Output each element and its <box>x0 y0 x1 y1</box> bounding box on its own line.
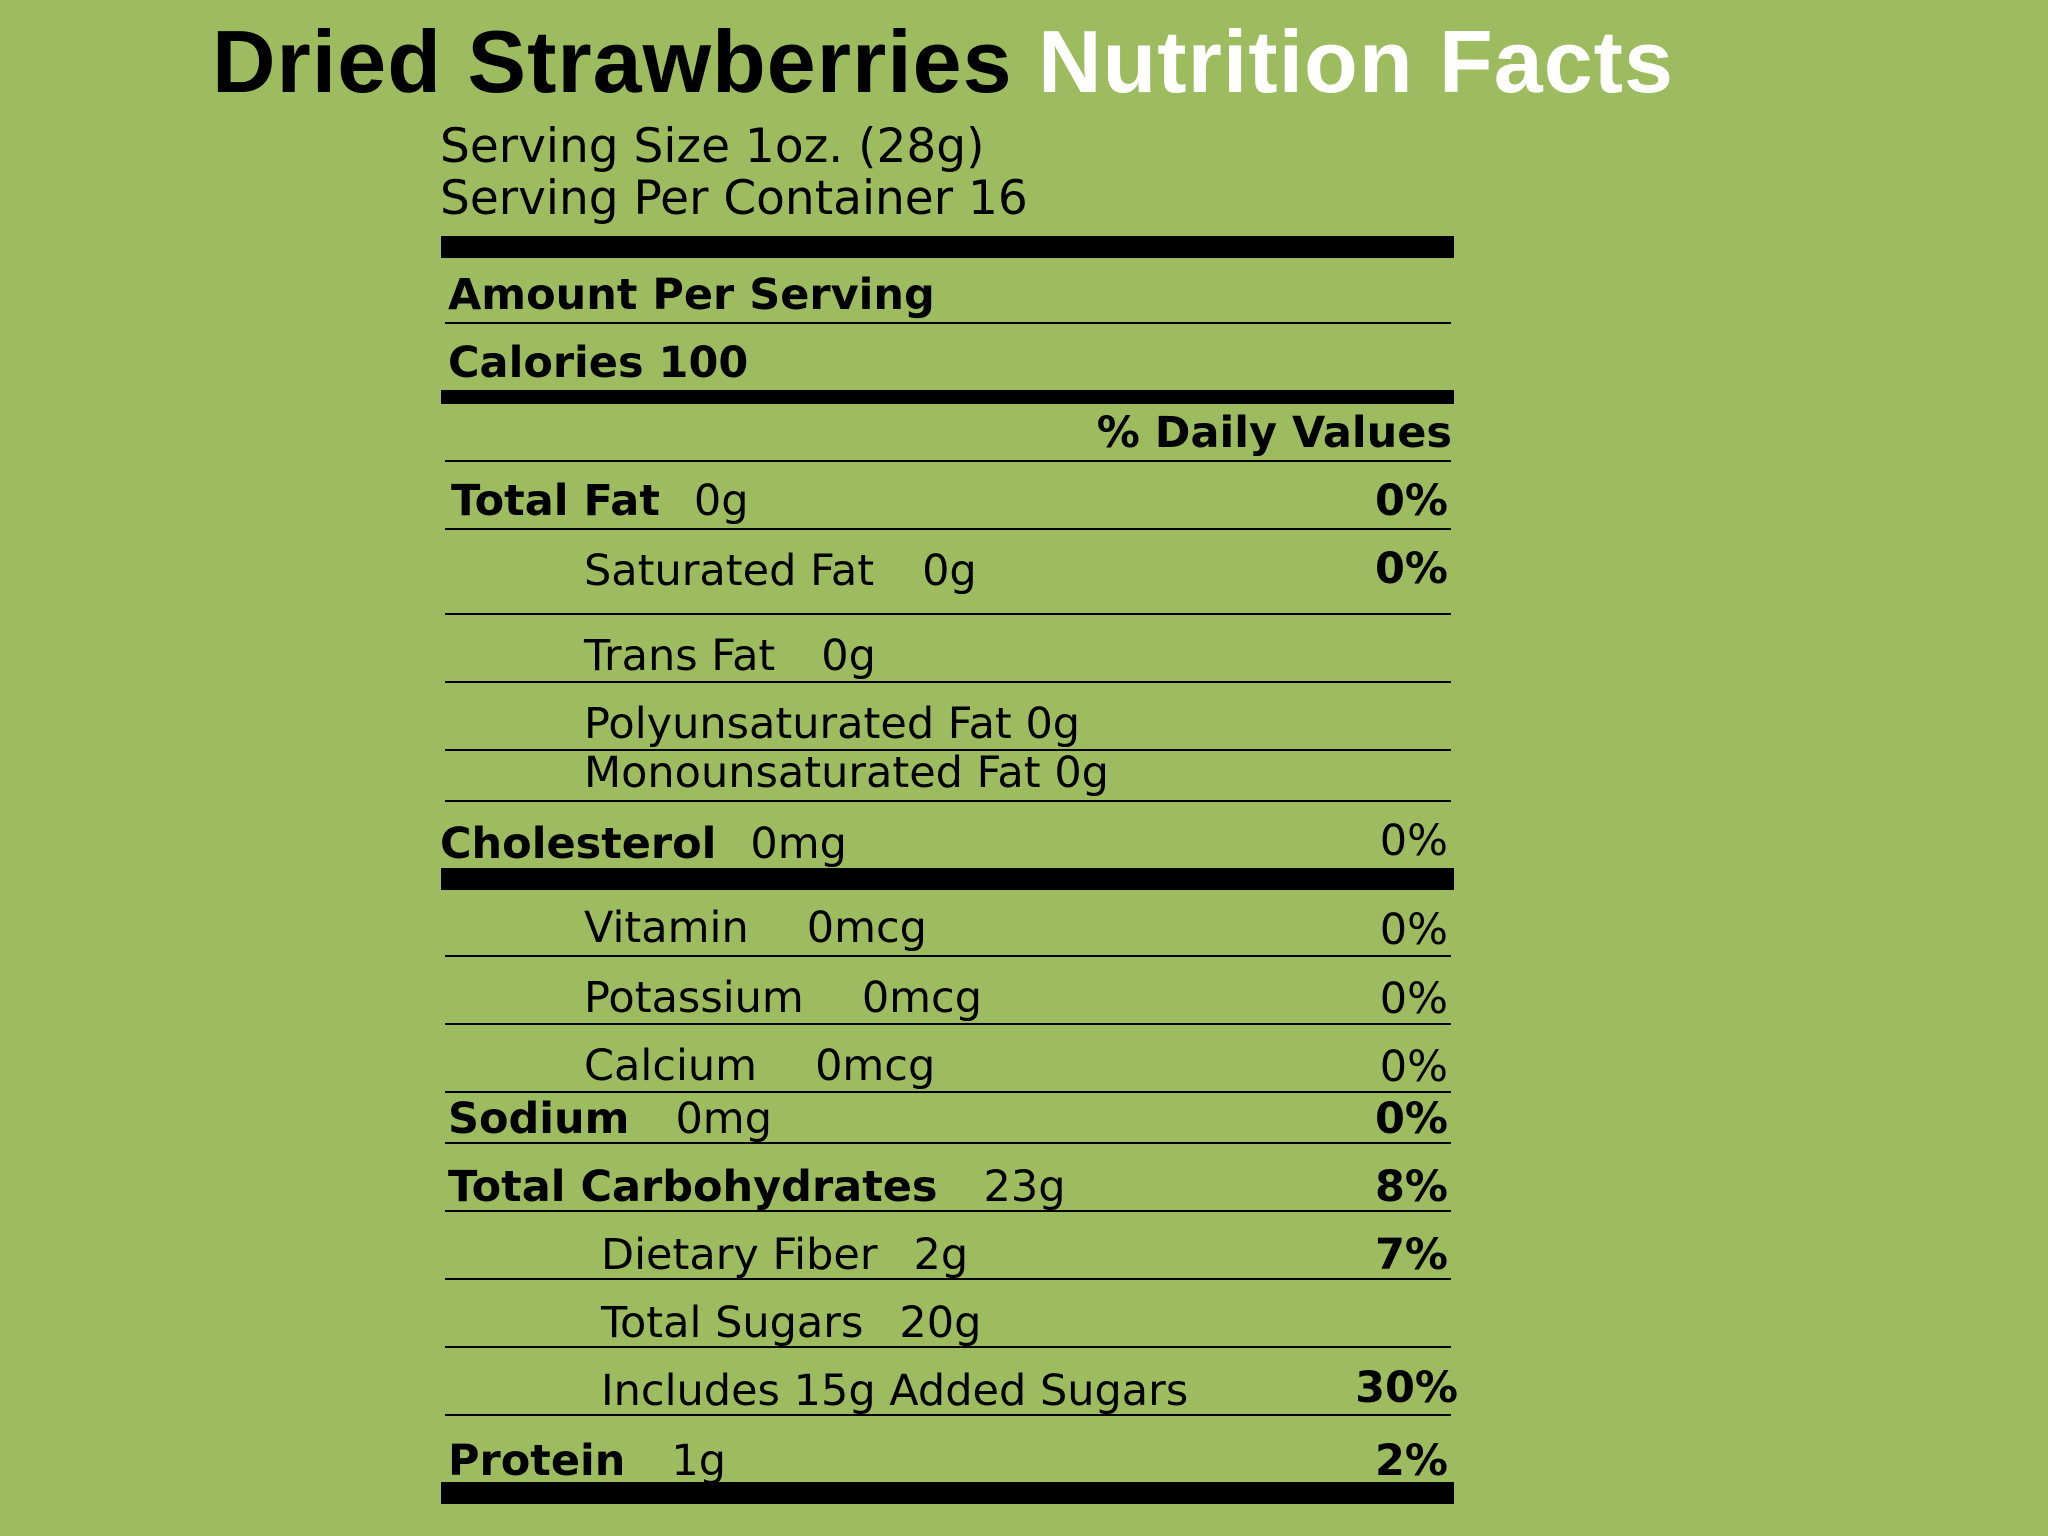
monounsaturated-fat-row: Monounsaturated Fat 0g <box>584 748 1109 798</box>
added-sugars-row: Includes 15g Added Sugars <box>601 1366 1189 1416</box>
total-fat-label: Total Fat <box>451 476 660 526</box>
vitamin-row: Vitamin 0mcg <box>584 907 927 950</box>
divider-line <box>445 749 1451 751</box>
thick-divider-top <box>441 236 1454 258</box>
sodium-amount: 0mg <box>675 1094 772 1144</box>
total-fat-amount: 0g <box>693 476 749 526</box>
total-carbohydrates-dv: 8% <box>1374 1162 1448 1212</box>
cholesterol-amount: 0mg <box>750 819 847 869</box>
calcium-dv: 0% <box>1379 1042 1448 1092</box>
potassium-amount: 0mcg <box>861 973 982 1023</box>
trans-fat-amount: 0g <box>821 631 876 681</box>
divider-line <box>445 800 1451 802</box>
sodium-dv: 0% <box>1374 1094 1448 1144</box>
potassium-dv: 0% <box>1379 974 1448 1024</box>
thick-divider-cholesterol <box>441 868 1454 890</box>
divider-line <box>445 1414 1451 1416</box>
divider-line <box>445 1142 1451 1144</box>
dietary-fiber-label: Dietary Fiber <box>601 1230 878 1280</box>
divider-line <box>445 322 1451 324</box>
total-sugars-row: Total Sugars 20g <box>601 1302 981 1345</box>
protein-dv: 2% <box>1374 1436 1448 1486</box>
saturated-fat-amount: 0g <box>922 546 977 596</box>
divider-line <box>445 955 1451 957</box>
calcium-row: Calcium 0mcg <box>584 1045 935 1088</box>
thick-divider-bottom <box>441 1482 1454 1504</box>
divider-line <box>445 528 1451 530</box>
dietary-fiber-dv: 7% <box>1374 1230 1448 1280</box>
divider-line <box>445 613 1451 615</box>
product-name: Dried Strawberries <box>212 12 1013 111</box>
total-sugars-label: Total Sugars <box>601 1298 864 1348</box>
total-carbohydrates-label: Total Carbohydrates <box>448 1162 938 1212</box>
servings-per-container: Serving Per Container 16 <box>440 171 1028 226</box>
total-carbohydrates-amount: 23g <box>983 1162 1066 1212</box>
dietary-fiber-amount: 2g <box>913 1230 969 1280</box>
nutrition-facts-heading: Nutrition Facts <box>1038 12 1674 111</box>
cholesterol-dv: 0% <box>1379 816 1448 866</box>
divider-line <box>445 460 1451 462</box>
calcium-label: Calcium <box>584 1041 758 1091</box>
divider-line <box>445 1278 1451 1280</box>
protein-row: Protein 1g <box>448 1440 726 1483</box>
total-carbohydrates-row: Total Carbohydrates 23g <box>448 1166 1066 1209</box>
added-sugars-dv: 30% <box>1355 1363 1458 1413</box>
sodium-label: Sodium <box>448 1094 630 1144</box>
total-fat-row: Total Fat 0g <box>451 480 749 523</box>
daily-values-header: % Daily Values <box>1096 408 1452 458</box>
page-title: Dried Strawberries Nutrition Facts <box>212 18 1674 106</box>
divider-line <box>445 1091 1451 1093</box>
divider-line <box>445 1210 1451 1212</box>
calories-value: Calories 100 <box>448 338 749 388</box>
protein-label: Protein <box>448 1436 626 1486</box>
amount-per-serving-label: Amount Per Serving <box>448 270 935 320</box>
polyunsaturated-fat-row: Polyunsaturated Fat 0g <box>584 699 1081 749</box>
protein-amount: 1g <box>671 1436 726 1486</box>
saturated-fat-label: Saturated Fat <box>584 546 875 596</box>
potassium-row: Potassium 0mcg <box>584 977 982 1020</box>
saturated-fat-row: Saturated Fat 0g <box>584 550 977 593</box>
vitamin-amount: 0mcg <box>806 903 927 953</box>
cholesterol-label: Cholesterol <box>440 819 717 869</box>
divider-line <box>445 1346 1451 1348</box>
serving-size: Serving Size 1oz. (28g) <box>440 119 985 174</box>
calcium-amount: 0mcg <box>815 1041 936 1091</box>
total-sugars-amount: 20g <box>899 1298 982 1348</box>
divider-line <box>445 681 1451 683</box>
vitamin-label: Vitamin <box>584 903 749 953</box>
vitamin-dv: 0% <box>1379 905 1448 955</box>
potassium-label: Potassium <box>584 973 804 1023</box>
sodium-row: Sodium 0mg <box>448 1098 772 1141</box>
trans-fat-label: Trans Fat <box>584 631 776 681</box>
thick-divider-calories <box>441 390 1454 404</box>
saturated-fat-dv: 0% <box>1374 544 1448 594</box>
total-fat-dv: 0% <box>1374 476 1448 526</box>
trans-fat-row: Trans Fat 0g <box>584 635 876 678</box>
divider-line <box>445 1023 1451 1025</box>
dietary-fiber-row: Dietary Fiber 2g <box>601 1234 968 1277</box>
cholesterol-row: Cholesterol 0mg <box>440 823 847 866</box>
